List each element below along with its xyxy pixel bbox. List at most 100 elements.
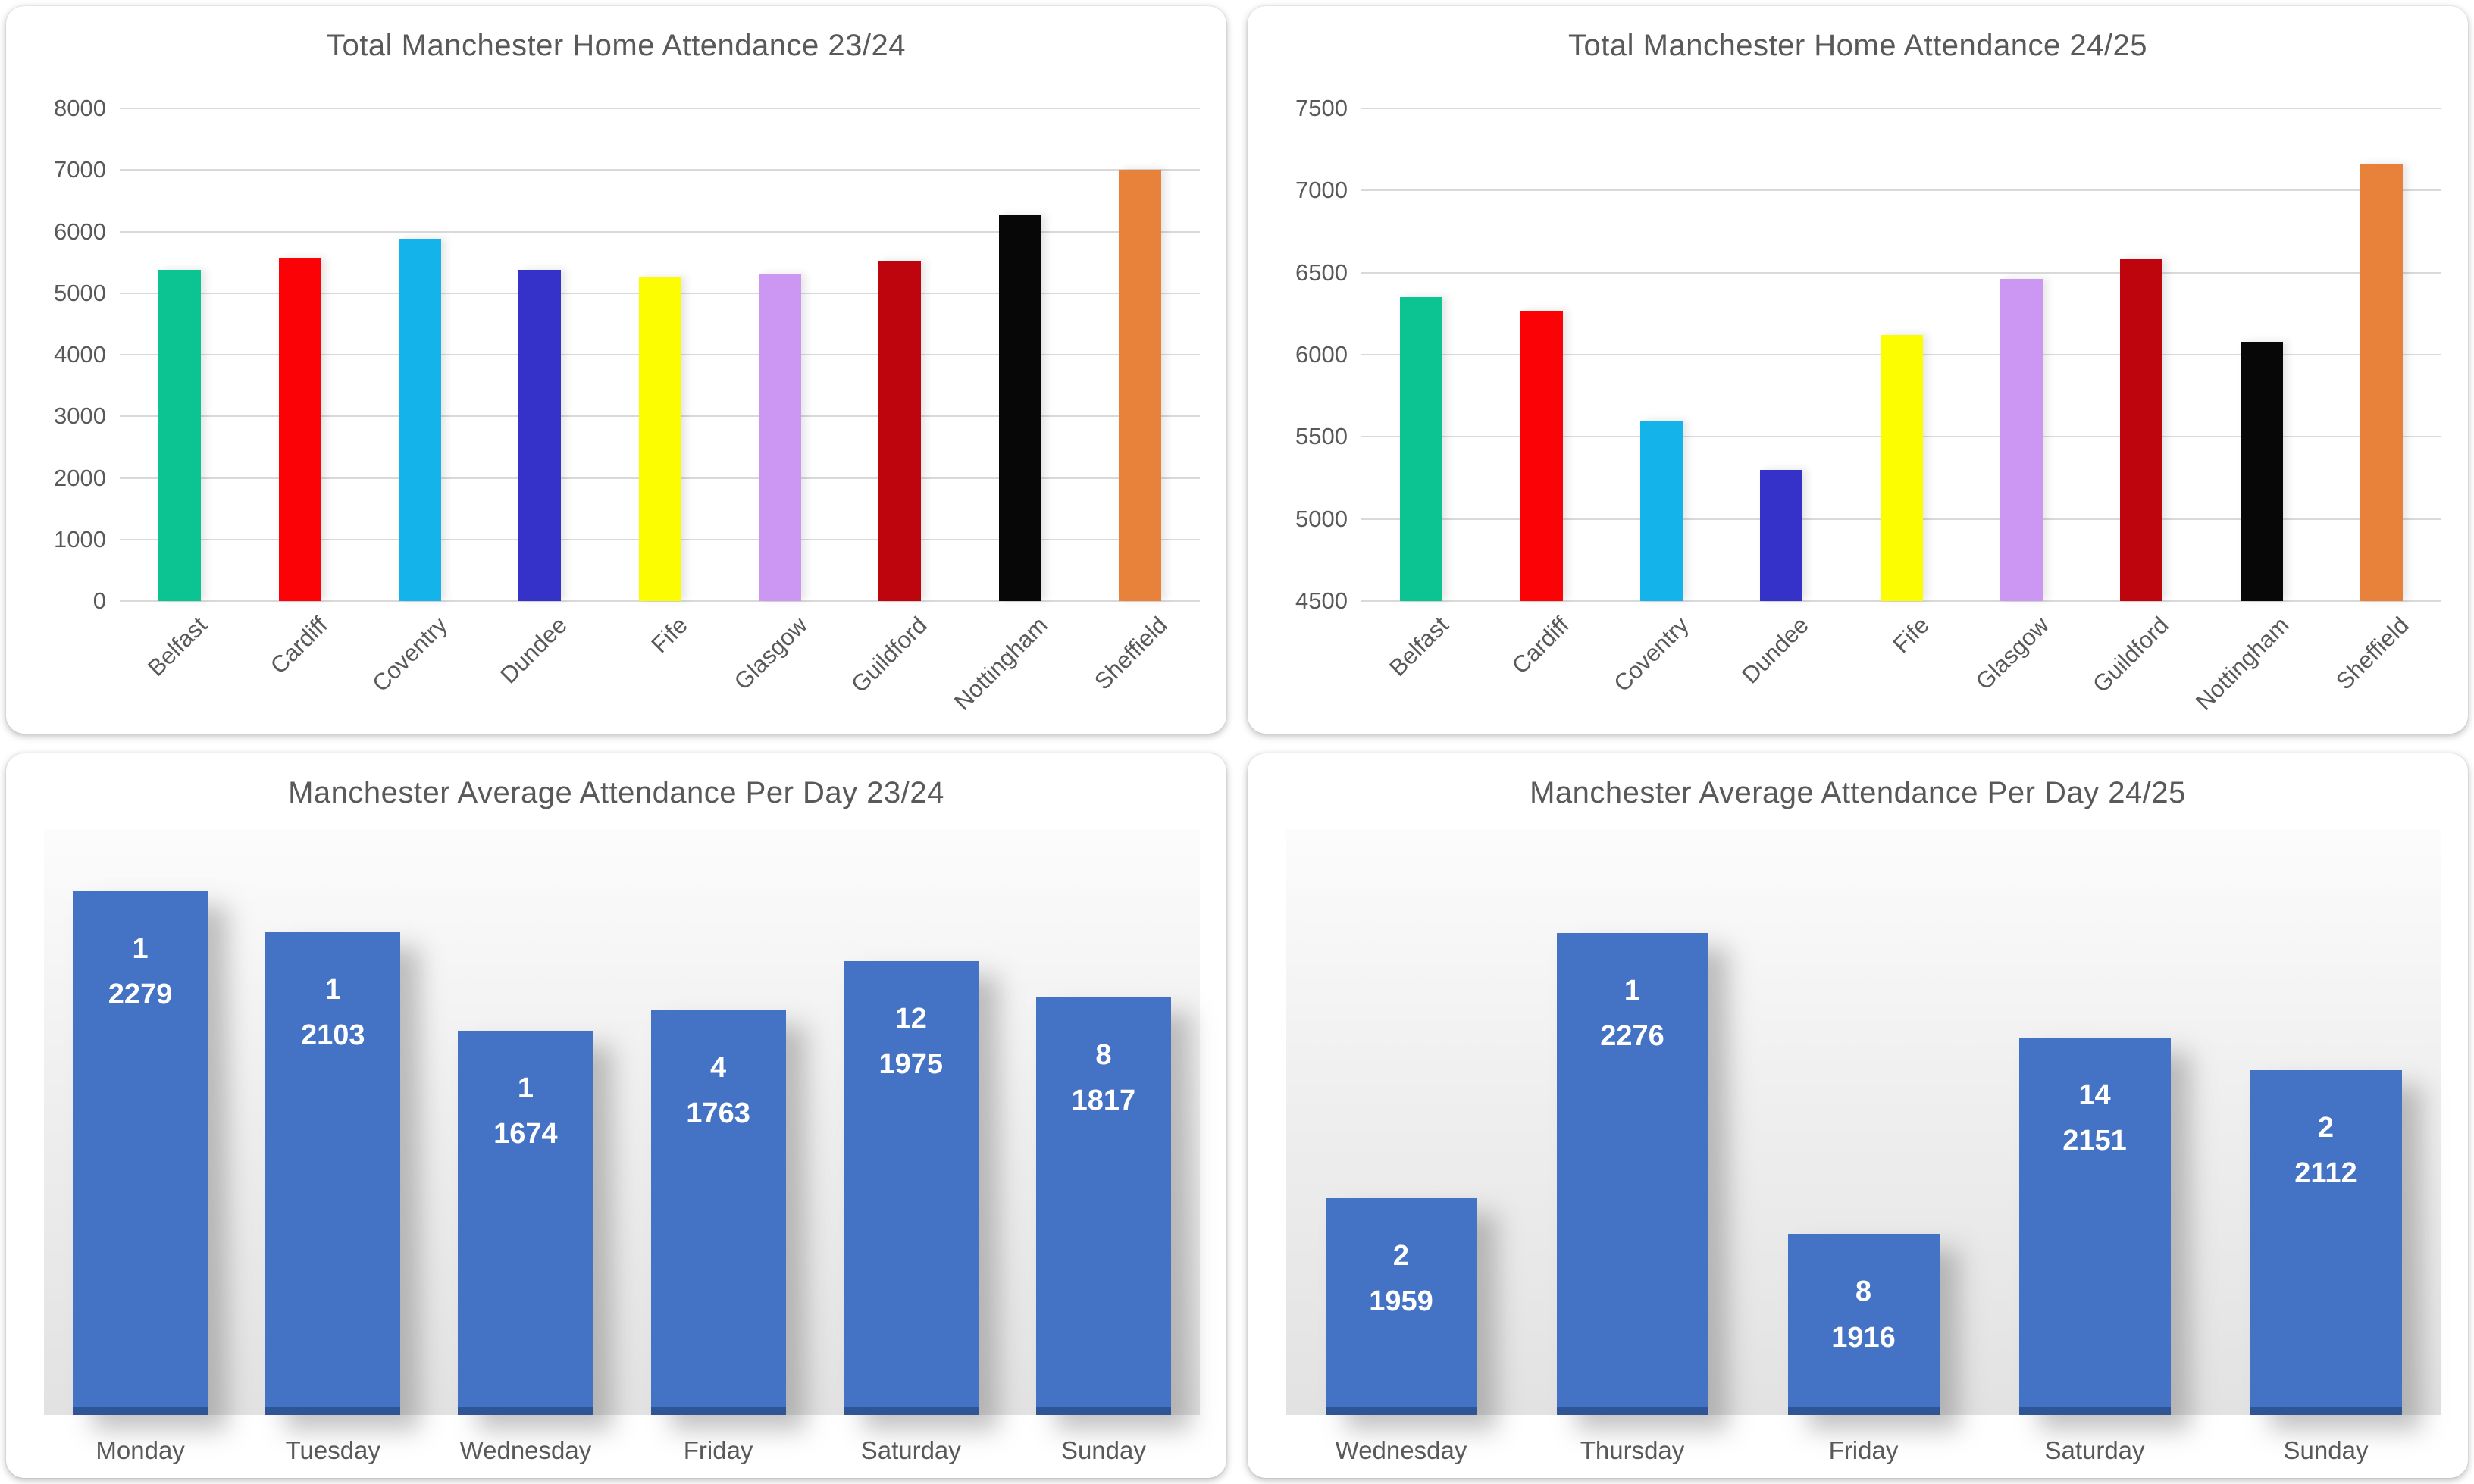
bar-data-label: 2 1959 [1326, 1233, 1477, 1324]
gridline [1361, 108, 2441, 109]
y-axis-tick-label: 6000 [54, 218, 106, 245]
gridline [120, 108, 1200, 109]
bar-glasgow[interactable] [758, 274, 801, 601]
y-axis-tick-label: 5000 [1295, 505, 1348, 532]
chart-title-avg-day-23-24: Manchester Average Attendance Per Day 23… [288, 776, 944, 809]
chart-panel-total-24-25[interactable]: Total Manchester Home Attendance 24/25 4… [1248, 6, 2468, 734]
bar-average-label: 2112 [2294, 1157, 2357, 1190]
chart-panel-avg-day-24-25[interactable]: Manchester Average Attendance Per Day 24… [1248, 753, 2468, 1478]
bar-data-label: 14 2151 [2019, 1072, 2171, 1163]
chart-plot-avg-day-23-24: 1 2279 Monday 1 2103 Tuesday 1 1674 Wednesday 4 17… [44, 829, 1200, 1464]
bar-saturday[interactable]: 14 2151 [2018, 1037, 2171, 1415]
chart-plot-avg-day-24-25: 2 1959 Wednesday 1 2276 Thursday 8 1916 Friday 14… [1286, 829, 2441, 1464]
bar-wednesday[interactable]: 2 1959 [1325, 1198, 1477, 1415]
bar-fife[interactable] [638, 277, 681, 601]
x-axis-label-friday: Friday [683, 1436, 753, 1464]
bar-sheffield[interactable] [2360, 164, 2403, 601]
gridline [1361, 271, 2441, 274]
bar-data-label: 1 2103 [265, 967, 400, 1058]
y-axis-tick-label: 0 [92, 587, 106, 614]
bar-nottingham[interactable] [998, 215, 1041, 601]
bar-count-label: 1 [324, 973, 341, 1006]
x-axis-label-wednesday: Wednesday [459, 1436, 592, 1464]
y-axis-tick-label: 4500 [1295, 587, 1348, 614]
x-axis-label-monday: Monday [96, 1436, 185, 1464]
bar-sunday[interactable]: 8 1817 [1035, 997, 1171, 1415]
bar-data-label: 1 2279 [73, 926, 208, 1017]
bar-count-label: 8 [1855, 1276, 1872, 1308]
x-axis-label-wednesday: Wednesday [1335, 1436, 1467, 1464]
y-axis-tick-label: 7000 [1295, 177, 1348, 204]
x-axis-label-thursday: Thursday [1580, 1436, 1685, 1464]
bar-data-label: 1 1674 [458, 1066, 593, 1157]
chart-panel-avg-day-23-24[interactable]: Manchester Average Attendance Per Day 23… [6, 753, 1226, 1478]
x-axis-label-tuesday: Tuesday [285, 1436, 380, 1464]
y-axis-tick-label: 4000 [54, 341, 106, 368]
y-axis-tick-label: 5500 [1295, 423, 1348, 450]
chart-panel-total-23-24[interactable]: Total Manchester Home Attendance 23/24 0… [6, 6, 1226, 734]
bar-guildford[interactable] [878, 260, 922, 601]
bar-count-label: 14 [2078, 1079, 2111, 1111]
bar-saturday[interactable]: 12 1975 [843, 961, 979, 1415]
bar-friday[interactable]: 8 1916 [1787, 1234, 1940, 1415]
y-axis: 4500 5000 5500 6000 6500 7000 7500 [1249, 95, 1348, 614]
bar-average-label: 1817 [1071, 1085, 1136, 1117]
bar-data-label: 1 2276 [1557, 968, 1708, 1059]
y-axis-tick-label: 6500 [1295, 258, 1348, 286]
bar-count-label: 8 [1095, 1039, 1112, 1072]
y-axis-tick-label: 5000 [54, 279, 106, 306]
bar-count-label: 1 [132, 933, 149, 966]
bar-count-label: 4 [710, 1051, 727, 1084]
bar-dundee[interactable] [1760, 469, 1803, 601]
bar-friday[interactable]: 4 1763 [650, 1010, 786, 1415]
bar-coventry[interactable] [1639, 420, 1683, 601]
bar-data-label: 4 1763 [651, 1045, 786, 1136]
bar-data-label: 8 1817 [1036, 1032, 1171, 1123]
bar-glasgow[interactable] [2000, 279, 2043, 601]
bar-nottingham[interactable] [2240, 341, 2283, 601]
bar-guildford[interactable] [2120, 259, 2163, 601]
y-axis-tick-label: 1000 [54, 525, 106, 553]
x-axis-label-belfast: Belfast [142, 612, 212, 681]
y-axis-tick-label: 7000 [54, 156, 106, 183]
bar-data-label: 8 1916 [1788, 1269, 1940, 1360]
y-axis-tick-label: 3000 [54, 402, 106, 430]
bar-average-label: 1674 [493, 1117, 558, 1150]
gridline [120, 600, 1200, 602]
bar-average-label: 1763 [686, 1097, 750, 1129]
bar-cardiff[interactable] [1520, 310, 1563, 601]
x-axis-label-belfast: Belfast [1384, 612, 1454, 681]
bar-wednesday[interactable]: 1 1674 [458, 1030, 593, 1415]
bar-average-label: 2151 [2062, 1125, 2127, 1157]
bar-count-label: 1 [517, 1072, 534, 1104]
gridline [120, 169, 1200, 171]
y-axis-tick-label: 7500 [1295, 95, 1348, 121]
bar-coventry[interactable] [398, 239, 441, 601]
x-axis-label-saturday: Saturday [860, 1436, 961, 1464]
y-axis-tick-label: 6000 [1295, 341, 1348, 368]
bar-average-label: 1959 [1369, 1285, 1433, 1318]
bar-sheffield[interactable] [1118, 170, 1161, 601]
y-axis-tick-label: 2000 [54, 464, 106, 491]
bar-data-label: 12 1975 [844, 996, 979, 1087]
bar-thursday[interactable]: 1 2276 [1556, 932, 1708, 1415]
bar-count-label: 2 [1392, 1240, 1410, 1272]
bar-average-label: 1975 [878, 1048, 943, 1081]
bar-belfast[interactable] [158, 269, 202, 601]
chart-title-total-23-24: Total Manchester Home Attendance 23/24 [327, 29, 906, 62]
bar-dundee[interactable] [518, 269, 562, 601]
bar-monday[interactable]: 1 2279 [73, 891, 208, 1415]
x-axis-label-friday: Friday [1828, 1436, 1899, 1464]
y-axis: 0 1000 2000 3000 4000 5000 6000 7000 8000 [8, 95, 106, 614]
gridline [1361, 600, 2441, 602]
bar-sunday[interactable]: 2 2112 [2250, 1070, 2402, 1415]
bar-tuesday[interactable]: 1 2103 [265, 931, 401, 1415]
bar-data-label: 2 2112 [2250, 1105, 2402, 1196]
bar-cardiff[interactable] [278, 258, 321, 601]
x-axis-label-saturday: Saturday [2044, 1436, 2145, 1464]
bar-fife[interactable] [1880, 335, 1923, 601]
bar-average-label: 2279 [108, 978, 173, 1011]
bar-belfast[interactable] [1400, 297, 1443, 601]
chart-title-total-24-25: Total Manchester Home Attendance 24/25 [1568, 29, 2147, 62]
